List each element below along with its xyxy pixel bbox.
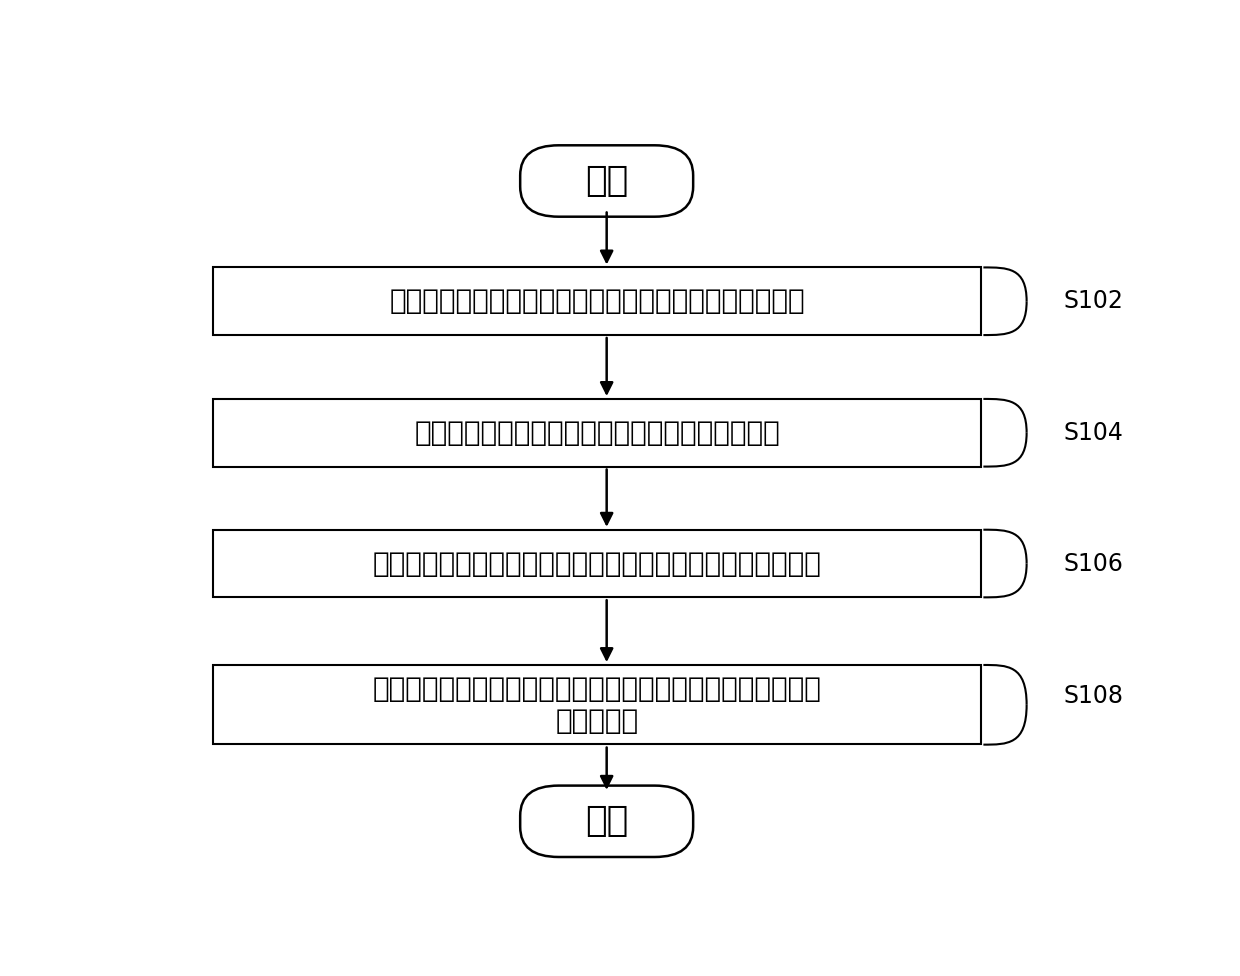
Bar <box>213 267 982 335</box>
Text: 结束: 结束 <box>585 804 629 838</box>
Text: 对电流采样信号和电流保护阀値进行比较，获得比较结果: 对电流采样信号和电流保护阀値进行比较，获得比较结果 <box>389 287 805 315</box>
Text: S102: S102 <box>1063 289 1123 313</box>
Bar <box>213 530 982 597</box>
Text: 对原始驱动信号进行延时处理，获得延时驱动信号: 对原始驱动信号进行延时处理，获得延时驱动信号 <box>414 419 780 447</box>
Bar <box>213 399 982 467</box>
Text: 对比较结果和运算结果进行第二运算，获得去除干扰信号的过
流保护结果: 对比较结果和运算结果进行第二运算，获得去除干扰信号的过 流保护结果 <box>373 674 821 735</box>
Text: S104: S104 <box>1063 421 1123 445</box>
Text: 对原始驱动信号和延时驱动信号进行第一运算，获得运算结果: 对原始驱动信号和延时驱动信号进行第一运算，获得运算结果 <box>373 549 821 578</box>
FancyBboxPatch shape <box>521 145 693 217</box>
Text: S106: S106 <box>1063 551 1123 576</box>
FancyBboxPatch shape <box>521 786 693 857</box>
Text: S108: S108 <box>1063 684 1123 708</box>
Bar <box>213 666 982 745</box>
Text: 开始: 开始 <box>585 164 629 198</box>
